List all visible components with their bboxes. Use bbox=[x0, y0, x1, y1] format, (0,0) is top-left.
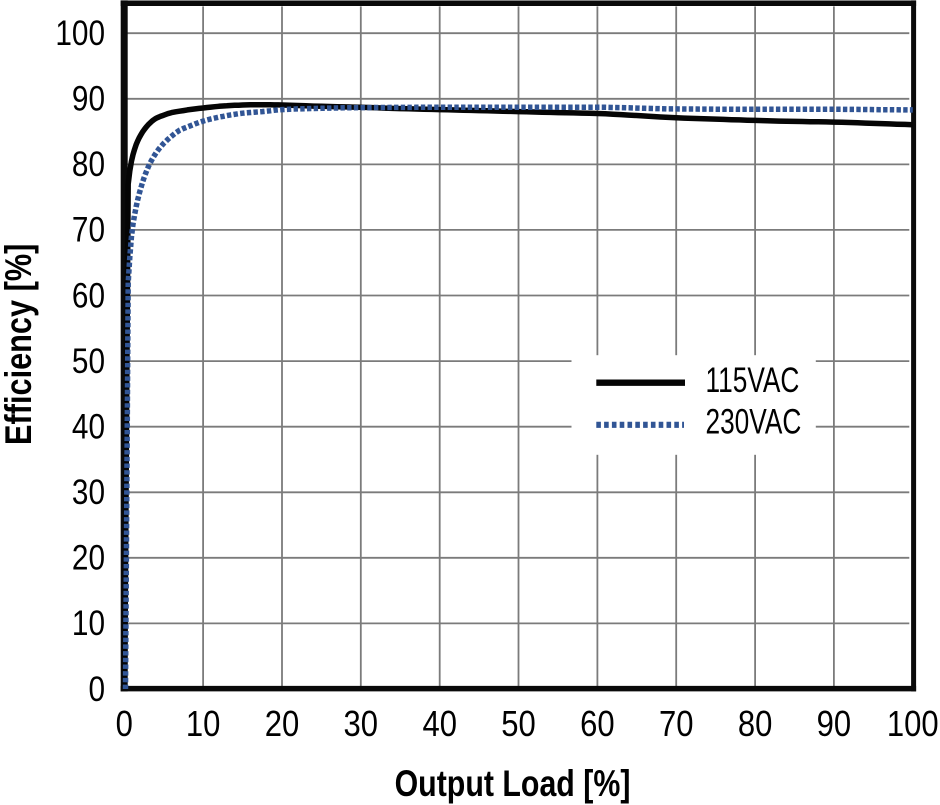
svg-text:10: 10 bbox=[186, 704, 221, 745]
svg-text:Output Load [%]: Output Load [%] bbox=[395, 763, 631, 805]
svg-text:40: 40 bbox=[72, 407, 105, 446]
svg-text:20: 20 bbox=[72, 538, 105, 577]
svg-text:40: 40 bbox=[422, 704, 457, 745]
svg-text:60: 60 bbox=[580, 704, 615, 745]
svg-text:50: 50 bbox=[72, 342, 105, 381]
svg-text:70: 70 bbox=[659, 704, 694, 745]
svg-text:80: 80 bbox=[72, 145, 105, 184]
svg-text:80: 80 bbox=[738, 704, 773, 745]
svg-text:115VAC: 115VAC bbox=[706, 361, 800, 401]
svg-text:90: 90 bbox=[817, 704, 852, 745]
svg-text:20: 20 bbox=[265, 704, 300, 745]
svg-text:50: 50 bbox=[501, 704, 536, 745]
svg-text:Efficiency [%]: Efficiency [%] bbox=[0, 244, 40, 445]
svg-text:230VAC: 230VAC bbox=[706, 402, 802, 442]
svg-text:0: 0 bbox=[116, 704, 133, 745]
svg-text:30: 30 bbox=[344, 704, 379, 745]
svg-text:0: 0 bbox=[88, 670, 105, 709]
svg-text:10: 10 bbox=[72, 604, 105, 643]
svg-text:90: 90 bbox=[72, 79, 105, 118]
svg-text:30: 30 bbox=[72, 473, 105, 512]
svg-text:100: 100 bbox=[887, 704, 939, 745]
svg-text:100: 100 bbox=[55, 14, 105, 53]
svg-text:70: 70 bbox=[72, 210, 105, 249]
svg-text:60: 60 bbox=[72, 276, 105, 315]
